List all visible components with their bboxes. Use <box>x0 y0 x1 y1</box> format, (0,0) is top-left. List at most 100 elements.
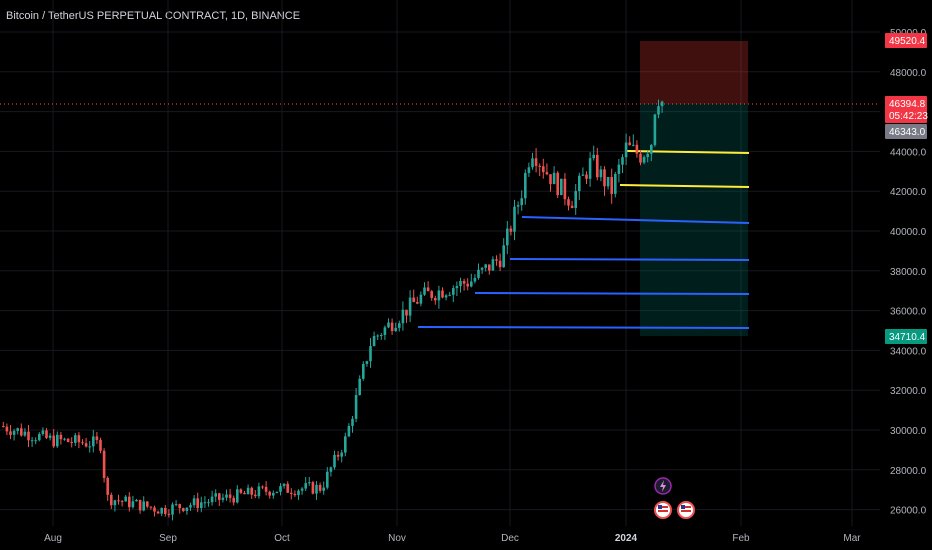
candle-down <box>628 136 631 146</box>
candle-up <box>581 167 585 176</box>
candle-up <box>588 152 592 187</box>
candle-down <box>488 264 491 275</box>
candle-up <box>578 172 581 200</box>
price-tag-stop: 49520.4 <box>885 33 927 48</box>
target-line-2[interactable] <box>619 184 750 188</box>
candle-down <box>635 140 639 158</box>
candle-up <box>592 145 595 161</box>
candle-up <box>520 190 523 211</box>
candle-up <box>642 155 646 165</box>
candle-up <box>246 484 250 495</box>
price-tick-label: 44000.0 <box>890 147 927 158</box>
candle-up <box>131 495 135 509</box>
candle-down <box>228 488 232 503</box>
candle-down <box>567 196 570 211</box>
candle-down <box>99 437 102 454</box>
candle-down <box>84 437 88 448</box>
candle-up <box>279 483 282 496</box>
candle-down <box>2 421 5 428</box>
candle-up <box>455 281 459 297</box>
candle-up <box>210 490 214 506</box>
candle-down <box>9 425 12 440</box>
support-line-2[interactable] <box>509 258 750 261</box>
target-price-label: 34710.4 <box>889 332 926 343</box>
time-tick-label: Feb <box>732 533 750 544</box>
candle-down <box>128 492 131 512</box>
us-flag-event-icon-2[interactable] <box>677 501 695 519</box>
candle-up <box>383 325 387 340</box>
candle-up <box>372 331 376 347</box>
candle-down <box>610 168 613 204</box>
candle-down <box>498 253 502 272</box>
candle-down <box>462 278 466 291</box>
candle-up <box>16 427 19 435</box>
candle-up <box>660 100 664 113</box>
candle-down <box>416 296 419 305</box>
candle-down <box>261 485 264 490</box>
candle-down <box>164 504 167 517</box>
candle-up <box>63 437 66 441</box>
price-tick-label: 36000.0 <box>890 307 927 318</box>
candle-down <box>146 501 149 509</box>
countdown-label: 05:42:23 <box>889 111 928 122</box>
candle-up <box>606 176 610 190</box>
lightning-event-icon[interactable] <box>654 477 672 495</box>
price-tag-current: 46394.8 05:42:23 <box>885 96 928 123</box>
candle-up <box>408 290 412 323</box>
candle-down <box>20 423 23 437</box>
candle-up <box>574 183 577 215</box>
current-price-label: 46394.8 <box>889 99 926 110</box>
candle-down <box>120 500 124 507</box>
candle-down <box>167 509 171 518</box>
candle-up <box>329 466 333 477</box>
candle-down <box>149 506 153 510</box>
candle-up <box>448 291 451 297</box>
support-line-1[interactable] <box>521 216 750 224</box>
price-tag-entry: 46343.0 <box>885 124 927 139</box>
candle-down <box>232 495 235 506</box>
candle-up <box>272 490 275 499</box>
candlestick-series <box>2 99 664 521</box>
candle-up <box>516 201 520 215</box>
candle-up <box>621 154 624 174</box>
candle-up <box>92 429 95 453</box>
candle-down <box>405 309 408 323</box>
candle-up <box>444 294 448 301</box>
candle-up <box>617 158 621 183</box>
candle-up <box>315 481 318 500</box>
candle-down <box>138 499 142 514</box>
support-line-4[interactable] <box>417 326 750 329</box>
stop-loss-zone[interactable] <box>640 41 748 104</box>
candle-up <box>394 322 397 332</box>
us-flag-event-icon[interactable] <box>654 501 672 519</box>
price-tag-target: 34710.4 <box>885 329 927 344</box>
candle-down <box>318 482 322 493</box>
candle-down <box>117 494 120 505</box>
candle-up <box>401 301 405 331</box>
candle-down <box>110 492 113 509</box>
price-axis[interactable]: 50000.048000.046000.044000.042000.040000… <box>890 28 927 517</box>
candle-up <box>41 427 45 436</box>
time-axis[interactable]: Aug Sep Oct Nov Dec 2024 Feb Mar <box>44 533 861 544</box>
candle-down <box>156 510 160 514</box>
candle-down <box>556 170 559 199</box>
candle-up <box>437 285 441 309</box>
candle-down <box>412 289 415 303</box>
candle-up <box>322 481 325 495</box>
candle-up <box>38 432 41 442</box>
candle-up <box>30 437 34 448</box>
candle-down <box>293 490 297 497</box>
candle-up <box>502 238 505 268</box>
candle-down <box>390 318 394 335</box>
candle-down <box>77 432 81 449</box>
candle-up <box>362 361 365 381</box>
candle-down <box>495 255 498 266</box>
support-line-3[interactable] <box>474 292 750 295</box>
candle-up <box>236 485 239 504</box>
candle-down <box>336 451 340 461</box>
candle-up <box>653 113 657 147</box>
candle-up <box>192 495 196 508</box>
candle-up <box>387 318 390 329</box>
candle-up <box>599 165 603 182</box>
